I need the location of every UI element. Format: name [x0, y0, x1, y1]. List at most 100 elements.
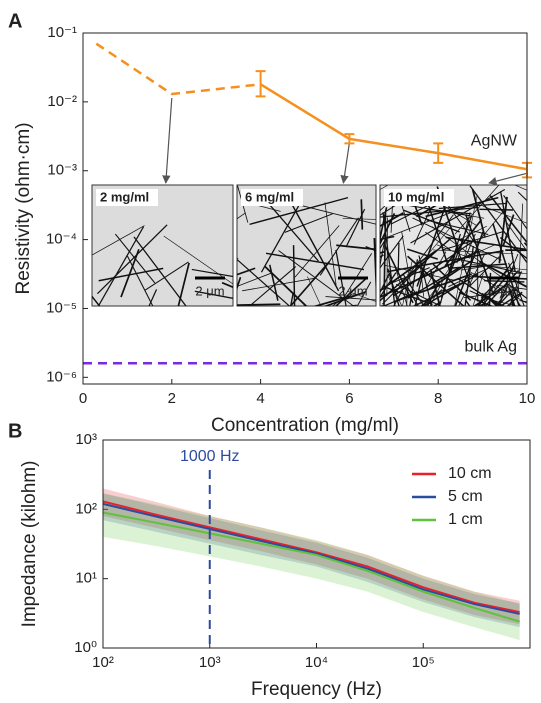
nanowire	[480, 266, 516, 306]
nanowire	[144, 261, 189, 291]
nanowire	[482, 205, 527, 224]
nanowire	[505, 249, 527, 252]
data-line	[259, 83, 528, 171]
error-bar	[433, 142, 444, 164]
nanowire	[413, 209, 431, 245]
nanowire	[425, 231, 451, 251]
y-tick-label: 10⁻⁵	[46, 299, 77, 316]
nanowire	[479, 208, 514, 211]
x-axis-label: Frequency (Hz)	[251, 679, 382, 700]
confidence-band	[103, 488, 520, 625]
y-tick-label: 10⁻⁴	[46, 231, 77, 248]
nanowire	[380, 241, 385, 268]
nanowire	[97, 226, 145, 306]
nanowire	[177, 262, 190, 306]
legend-label: 10 cm	[448, 465, 492, 482]
nanowire	[454, 185, 500, 235]
nanowire	[426, 199, 451, 272]
data-line	[102, 511, 520, 623]
nanowire	[237, 272, 272, 287]
nanowire	[120, 249, 140, 298]
nanowire	[387, 276, 403, 306]
nanowire	[248, 266, 297, 306]
nanowire	[269, 264, 279, 301]
y-tick-label: 10⁻³	[47, 162, 77, 179]
nanowire	[407, 255, 465, 306]
nanowire	[429, 274, 446, 306]
nanowire	[498, 196, 508, 264]
nanowire	[303, 304, 310, 306]
nanowire	[503, 194, 527, 230]
nanowire	[464, 299, 471, 306]
plot-frame	[82, 32, 528, 385]
x-tick-label: 8	[434, 390, 442, 407]
nanowire	[163, 235, 233, 285]
nanowire	[96, 224, 168, 295]
nanowire	[502, 214, 515, 247]
nanowire	[387, 250, 504, 273]
nanowire	[381, 304, 384, 306]
nanowire	[407, 267, 460, 299]
data-line	[95, 42, 261, 96]
nanowire	[290, 292, 294, 306]
nanowire	[264, 266, 308, 306]
nanowire	[383, 213, 387, 306]
nanowires	[237, 185, 376, 306]
nanowire	[332, 300, 340, 306]
nanowire	[509, 270, 522, 306]
nanowire	[515, 185, 527, 191]
nanowire	[506, 282, 527, 300]
panel-letter: A	[8, 10, 22, 32]
y-axis-label: Impedance (kilohm)	[19, 461, 40, 628]
nanowire	[505, 283, 522, 306]
inset-arrow	[162, 97, 173, 184]
x-tick-label: 6	[345, 390, 353, 407]
error-bar	[344, 133, 355, 145]
nanowire	[458, 253, 486, 306]
nanowire	[289, 261, 331, 306]
nanowire	[342, 253, 373, 300]
nanowire	[92, 295, 101, 306]
nanowire	[484, 270, 520, 306]
nanowire	[503, 217, 527, 252]
nanowire	[406, 273, 409, 306]
nanowire	[488, 272, 492, 306]
plot-frame	[102, 439, 531, 649]
data-line	[102, 502, 520, 615]
nanowire	[373, 237, 376, 300]
x-axis-label: Concentration (mg/ml)	[211, 415, 399, 436]
nanowire	[477, 260, 514, 306]
y-tick-label: 10¹	[75, 570, 97, 587]
y-tick-label: 10³	[75, 431, 97, 448]
nanowire	[319, 217, 359, 276]
reference-label: bulk Ag	[465, 338, 517, 355]
nanowire	[286, 194, 340, 292]
nanowire	[402, 261, 413, 306]
nanowire	[448, 266, 491, 288]
inset-label: 10 mg/ml	[388, 189, 444, 204]
inset-label: 2 mg/ml	[100, 189, 149, 204]
nanowire	[342, 217, 376, 220]
nanowire	[260, 204, 300, 273]
y-axis-label: Resistivity (ohm·cm)	[13, 122, 34, 294]
nanowire	[395, 283, 442, 306]
nanowire	[380, 250, 436, 292]
series-label: AgNW	[471, 132, 518, 149]
y-tick-label: 10⁰	[74, 639, 97, 656]
nanowire	[380, 213, 396, 246]
nanowire	[133, 236, 187, 306]
nanowire	[407, 248, 438, 260]
nanowire	[191, 268, 233, 278]
error-bar	[255, 70, 266, 98]
nanowire	[410, 188, 506, 244]
nanowire	[426, 280, 441, 306]
x-tick-label: 10³	[199, 654, 221, 671]
nanowire	[402, 274, 425, 306]
nanowire	[478, 260, 527, 289]
nanowire	[458, 291, 494, 306]
nanowire	[438, 247, 458, 306]
nanowire	[284, 213, 333, 233]
nanowire	[313, 294, 352, 306]
x-tick-label: 4	[256, 390, 264, 407]
nanowire	[517, 191, 527, 202]
